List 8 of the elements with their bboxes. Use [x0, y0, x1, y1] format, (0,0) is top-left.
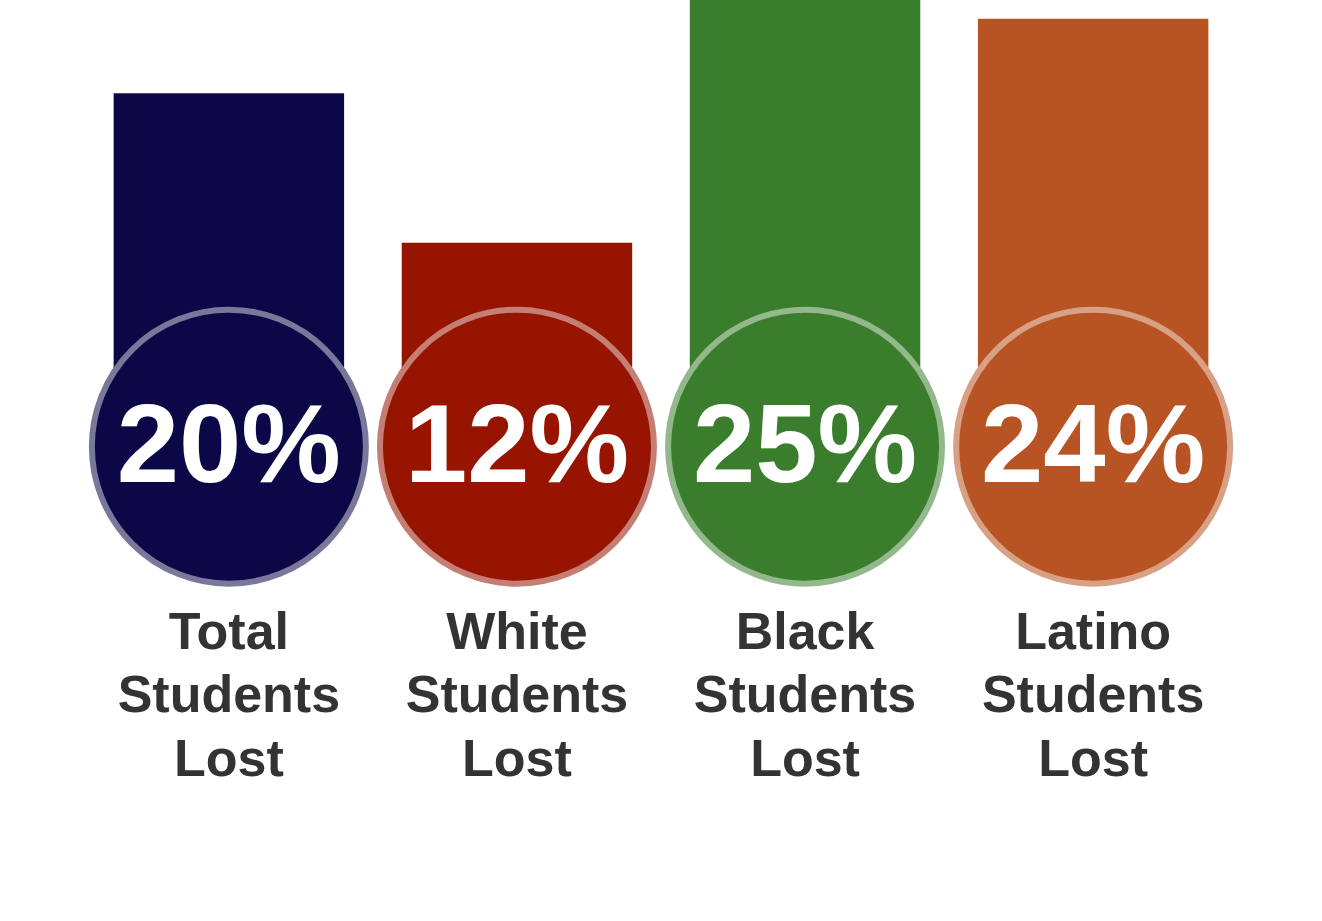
x-tick-label: Latino Students Lost: [981, 601, 1205, 787]
data-label: 24%: [981, 380, 1206, 506]
data-label: 20%: [116, 380, 341, 506]
x-tick-label: Black Students Lost: [693, 601, 917, 787]
data-label: 25%: [692, 380, 918, 506]
data-label: 12%: [404, 380, 630, 506]
x-tick-label: Total Students Lost: [117, 601, 341, 787]
x-tick-label: White Students Lost: [405, 601, 629, 787]
